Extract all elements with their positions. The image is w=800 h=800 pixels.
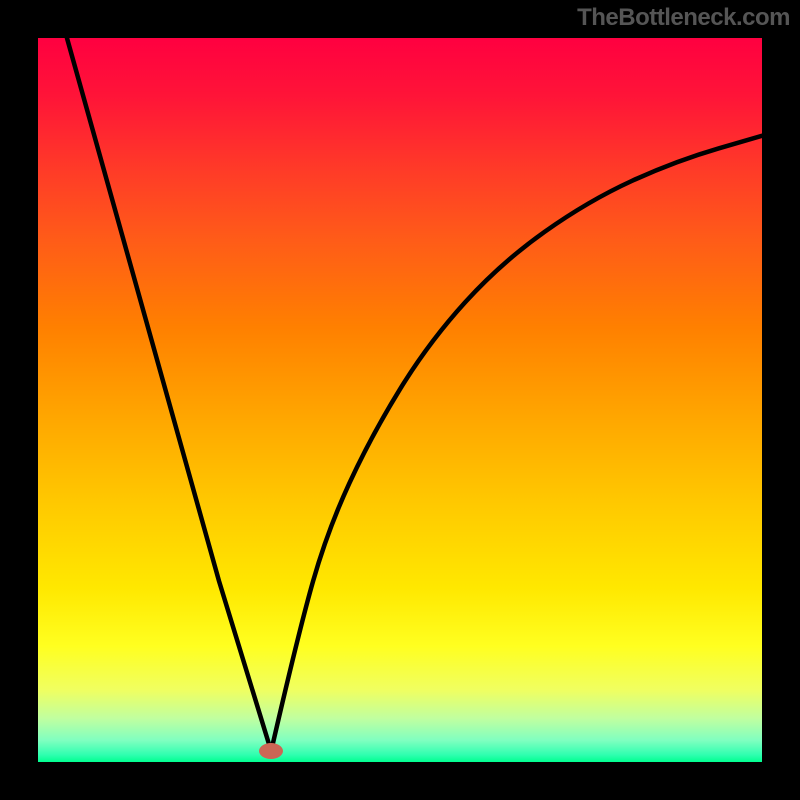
optimum-marker [259, 743, 283, 759]
chart-container: TheBottleneck.com [0, 0, 800, 800]
plot-area [38, 38, 762, 762]
watermark-text: TheBottleneck.com [577, 4, 790, 32]
bottleneck-curve [38, 38, 762, 762]
